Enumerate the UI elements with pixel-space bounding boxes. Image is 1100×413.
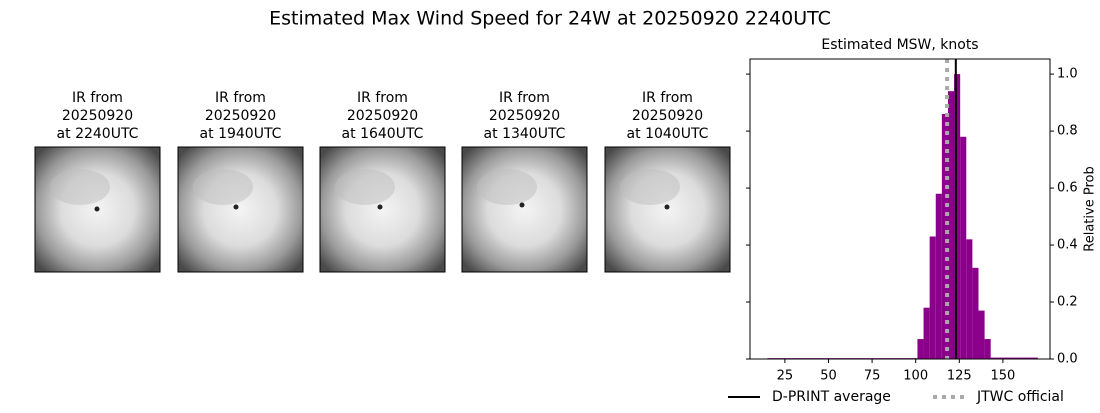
panels: IR from 20250920 at 2240UTC IR from 20250920… [34, 90, 731, 273]
y-tick-label: 1.0 [1057, 67, 1078, 82]
x-tick-label: 125 [947, 369, 972, 384]
bar [917, 339, 924, 359]
eye [664, 204, 670, 210]
cloud-band [477, 169, 537, 205]
panel-title: IR from [357, 90, 408, 106]
x-tick-label: 100 [903, 369, 928, 384]
eye [377, 204, 383, 210]
eye [519, 202, 525, 208]
cloud-band [335, 169, 395, 205]
ir-image [177, 146, 304, 273]
bar [935, 193, 942, 359]
panel-title: at 1640UTC [342, 126, 424, 142]
panel-title: IR from [72, 90, 123, 106]
y-tick-label: 0.0 [1057, 352, 1078, 367]
y-axis-label: Relative Prob [1083, 166, 1098, 251]
panel-title: 20250920 [205, 108, 276, 124]
bar [978, 310, 985, 359]
bar [947, 91, 955, 360]
y-tick-label: 0.4 [1057, 238, 1078, 253]
panel-title: at 2240UTC [57, 126, 139, 142]
bar [929, 236, 936, 359]
bar [954, 74, 961, 359]
bar [923, 307, 930, 359]
y-tick-label: 0.8 [1057, 124, 1078, 139]
x-tick-label: 75 [864, 369, 881, 384]
cloud-band [193, 169, 253, 205]
y-tick-label: 0.2 [1057, 295, 1078, 310]
chart-title: Estimated MSW, knots [821, 37, 978, 53]
figure-title: Estimated Max Wind Speed for 24W at 2025… [269, 8, 831, 30]
eye [94, 206, 100, 212]
panel-title: IR from [642, 90, 693, 106]
bar [941, 113, 948, 360]
panel-title: at 1940UTC [200, 126, 282, 142]
panel-title: 20250920 [62, 108, 133, 124]
ir-image [604, 146, 731, 273]
x-tick-label: 50 [820, 369, 837, 384]
bar [966, 239, 973, 359]
plot-frame [749, 58, 1051, 360]
panel-title: at 1340UTC [484, 126, 566, 142]
bar [972, 267, 979, 359]
bar [990, 357, 1038, 359]
panel-title: IR from [499, 90, 550, 106]
ir-image [319, 146, 446, 273]
ir-image [461, 146, 588, 273]
cloud-band [50, 169, 110, 205]
eye [233, 204, 239, 210]
panel-title: 20250920 [489, 108, 560, 124]
histogram-chart: Estimated MSW, knots 25 50 75 100 125 150 0.0 0.… [728, 37, 1098, 405]
cloud-band [620, 169, 680, 205]
bar [984, 339, 991, 359]
panel-title: IR from [215, 90, 266, 106]
legend-label: JTWC official [976, 389, 1064, 405]
panel-title: 20250920 [347, 108, 418, 124]
panel-title: at 1040UTC [627, 126, 709, 142]
x-tick-label: 25 [777, 369, 794, 384]
panel-title: 20250920 [632, 108, 703, 124]
legend-label: D-PRINT average [772, 389, 891, 405]
x-tick-label: 150 [990, 369, 1015, 384]
y-tick-label: 0.6 [1057, 181, 1078, 196]
bar [960, 136, 967, 359]
